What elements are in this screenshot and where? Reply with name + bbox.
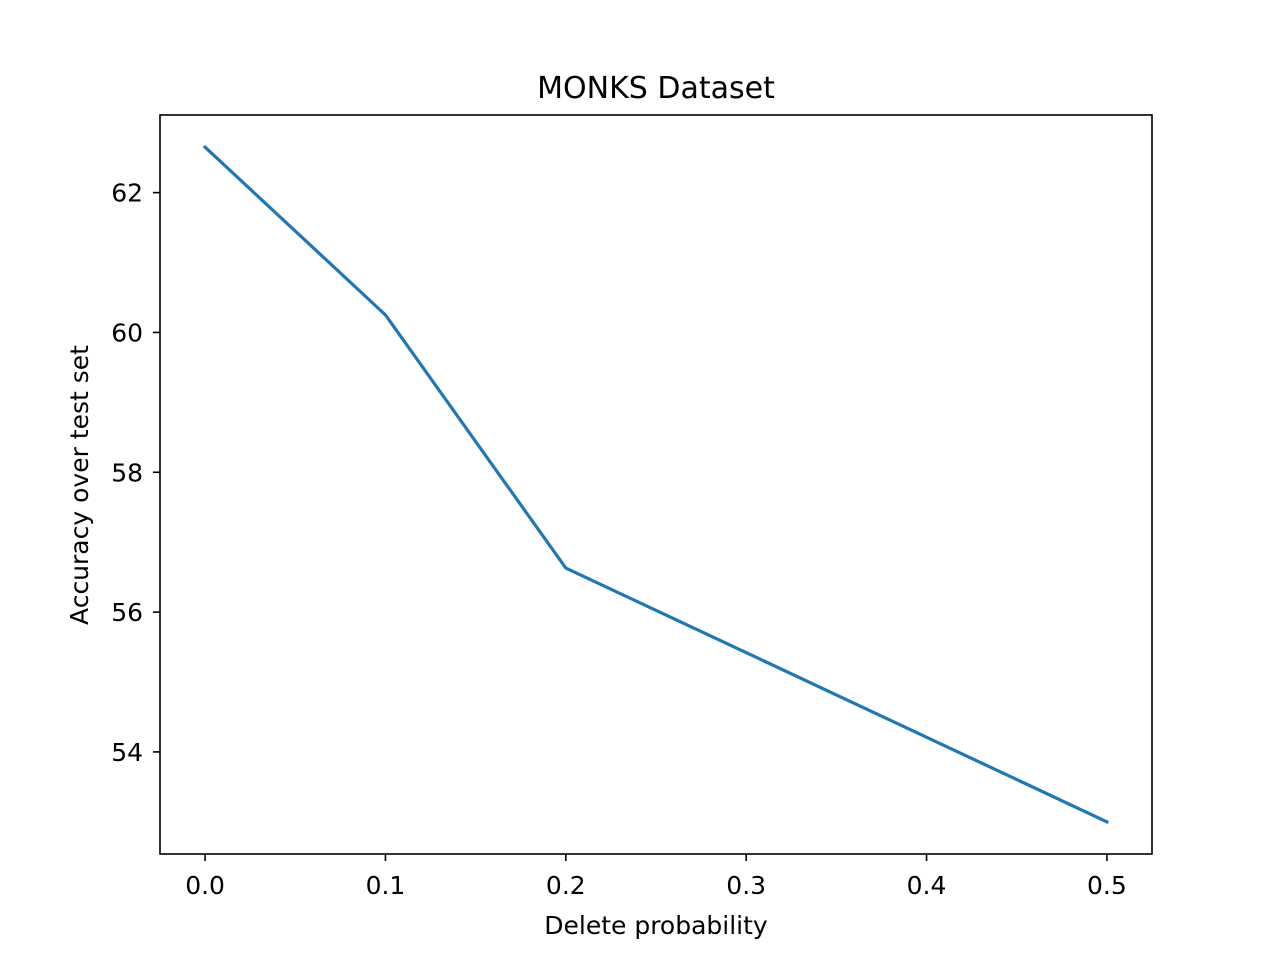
y-tick-label: 54 [111, 738, 143, 767]
series-line [202, 144, 1110, 824]
y-tick-label: 60 [111, 318, 143, 347]
plot-area: 0.0 0.1 0.2 0.3 0.4 0.5 54 56 58 60 62 [111, 114, 1153, 900]
y-tick-label: 62 [111, 179, 143, 208]
x-axis-label: Delete probability [544, 911, 768, 940]
y-tick-label: 58 [111, 458, 143, 487]
x-tick-label: 0.0 [185, 871, 225, 900]
x-tick-label: 0.3 [726, 871, 766, 900]
chart-title: MONKS Dataset [537, 71, 775, 106]
x-tick-label: 0.5 [1087, 871, 1127, 900]
x-tick-label: 0.1 [366, 871, 406, 900]
x-tick-label: 0.2 [546, 871, 586, 900]
y-tick-label: 56 [111, 598, 143, 627]
x-tick-label: 0.4 [907, 871, 947, 900]
axes-frame [159, 114, 1153, 855]
y-axis-label: Accuracy over test set [65, 345, 94, 625]
